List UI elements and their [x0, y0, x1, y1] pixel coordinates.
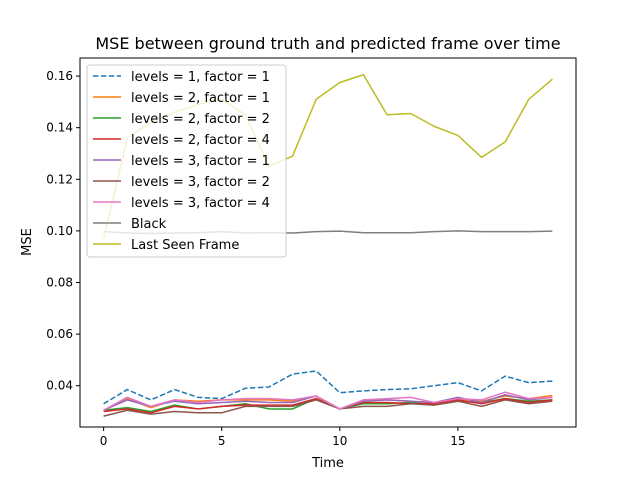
- legend-items: levels = 1, factor = 1 levels = 2, factor…: [93, 70, 270, 253]
- y-tick-label: 0.06: [46, 327, 73, 341]
- legend-label-7: Black: [131, 217, 167, 232]
- y-axis-label: MSE: [20, 228, 35, 256]
- y-tick-label: 0.08: [46, 275, 73, 289]
- x-tick-label: 0: [100, 434, 108, 448]
- series-line-6: [103, 391, 553, 411]
- legend-label-5: levels = 3, factor = 2: [131, 175, 270, 190]
- legend-label-4: levels = 3, factor = 1: [131, 154, 270, 169]
- y-axis-ticks: 0.04 0.06 0.08 0.10 0.12 0.14 0.16: [46, 69, 80, 393]
- legend-label-0: levels = 1, factor = 1: [131, 70, 270, 85]
- y-tick-label: 0.04: [46, 379, 73, 393]
- y-tick-label: 0.16: [46, 69, 73, 83]
- legend-label-8: Last Seen Frame: [131, 238, 239, 253]
- plot-lines: [102, 74, 553, 417]
- x-tick-label: 10: [332, 434, 347, 448]
- legend-box: [86, 64, 287, 258]
- series-line-5: [103, 399, 553, 417]
- x-axis-ticks: 0 5 10 15: [100, 427, 466, 448]
- x-tick-label: 5: [218, 434, 226, 448]
- legend-label-2: levels = 2, factor = 2: [131, 112, 270, 127]
- y-tick-label: 0.14: [46, 121, 73, 135]
- plot-frame: [79, 57, 577, 428]
- legend-label-3: levels = 2, factor = 4: [131, 133, 270, 148]
- y-tick-label: 0.12: [46, 172, 73, 186]
- legend-label-6: levels = 3, factor = 4: [131, 196, 270, 211]
- y-tick-label: 0.10: [46, 224, 73, 238]
- x-axis-label: Time: [311, 456, 344, 471]
- series-line-0: [103, 370, 553, 405]
- x-tick-label: 15: [450, 434, 465, 448]
- legend: levels = 1, factor = 1 levels = 2, factor…: [86, 64, 287, 258]
- chart-title: MSE between ground truth and predicted f…: [95, 34, 560, 53]
- legend-label-1: levels = 2, factor = 1: [131, 91, 270, 106]
